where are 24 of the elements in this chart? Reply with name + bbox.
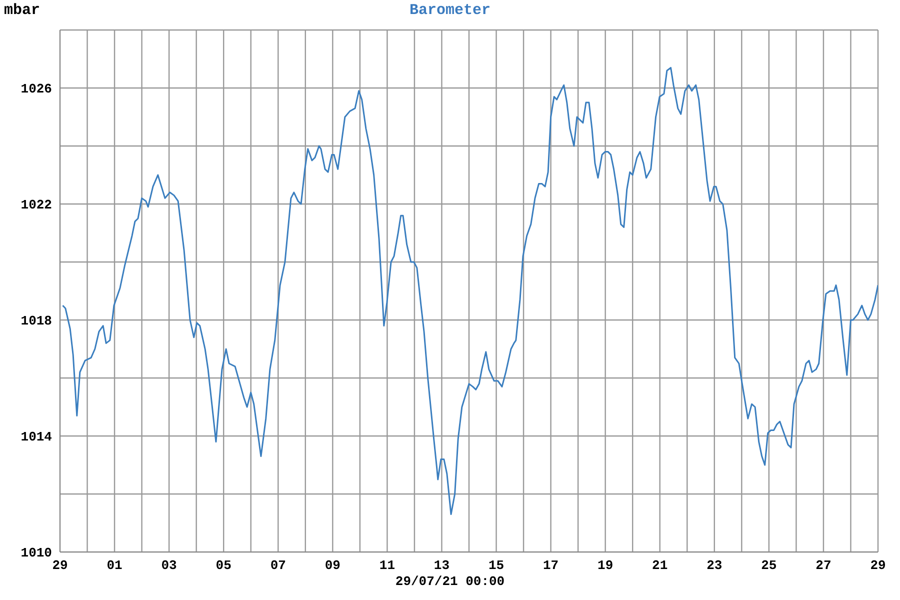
x-tick-label: 03 <box>161 558 178 574</box>
x-tick-label: 07 <box>270 558 286 574</box>
y-tick-label: 1018 <box>20 314 52 329</box>
x-tick-label: 21 <box>652 558 668 574</box>
x-tick-label: 29 <box>870 558 886 574</box>
y-tick-label: 1022 <box>20 198 52 213</box>
x-tick-label: 05 <box>216 558 232 574</box>
y-tick-label: 1014 <box>20 430 52 445</box>
y-axis-title: mbar <box>4 2 40 19</box>
x-tick-label: 23 <box>706 558 722 574</box>
chart-title: Barometer <box>409 2 490 19</box>
x-tick-label: 11 <box>379 558 396 574</box>
y-tick-label: 1010 <box>20 546 52 561</box>
x-tick-label: 09 <box>324 558 341 574</box>
x-axis-title: 29/07/21 00:00 <box>394 574 506 589</box>
x-tick-label: 01 <box>106 558 123 574</box>
x-tick-label: 27 <box>816 558 832 574</box>
x-tick-label: 15 <box>488 558 504 574</box>
x-tick-label: 19 <box>598 558 614 574</box>
x-tick-label: 13 <box>434 558 450 574</box>
x-tick-label: 29 <box>52 558 68 574</box>
x-tick-label: 25 <box>761 558 777 574</box>
y-tick-label: 1026 <box>20 82 52 97</box>
x-tick-label: 17 <box>542 558 559 574</box>
